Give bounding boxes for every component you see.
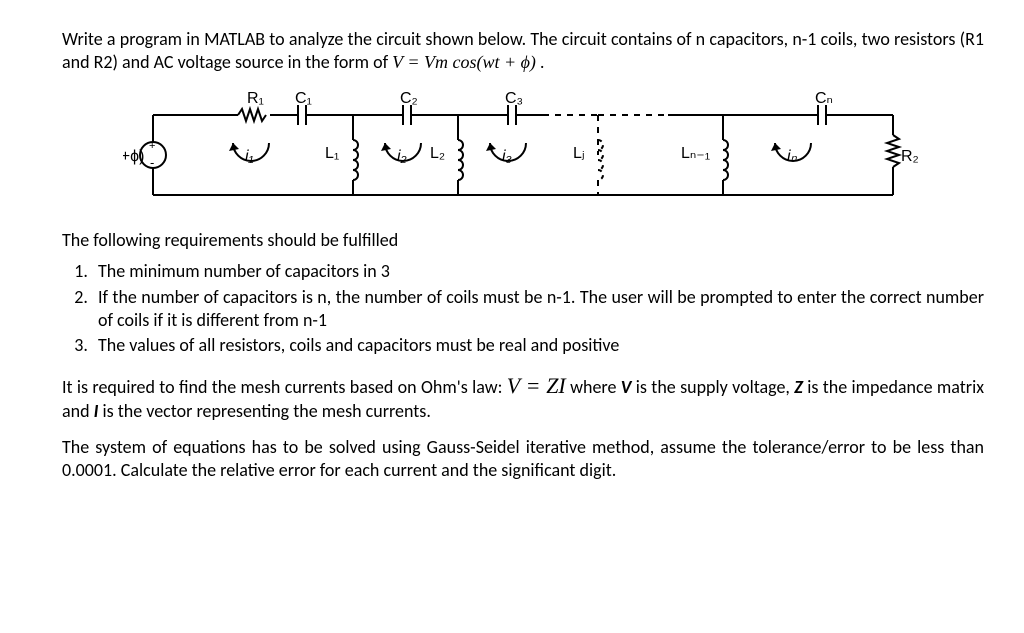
label-r1: R₁	[247, 90, 264, 107]
loop-in: iₙ	[787, 148, 798, 165]
svg-text:+: +	[149, 140, 155, 152]
label-l1: L₁	[325, 145, 339, 162]
loop-i3: i₃	[502, 148, 512, 165]
intro-paragraph: Write a program in MATLAB to analyze the…	[62, 28, 984, 75]
label-lj: Lⱼ	[573, 145, 585, 162]
z-name: Z	[794, 376, 803, 398]
ohms-paragraph: It is required to find the mesh currents…	[62, 372, 984, 424]
requirements-header: The following requirements should be ful…	[62, 229, 984, 252]
loop-i2: i₂	[397, 148, 407, 165]
circuit-diagram: + -	[123, 85, 923, 215]
i-name: I	[94, 400, 99, 422]
ohms-equation: V = ZI	[507, 373, 566, 398]
req-item: The minimum number of capacitors in 3	[92, 260, 984, 283]
ohms-prefix: It is required to find the mesh currents…	[62, 376, 507, 398]
label-c1: C₁	[295, 90, 312, 107]
req-item: The values of all resistors, coils and c…	[92, 334, 984, 357]
ohms-mid2: is the supply voltage,	[636, 376, 795, 398]
ohms-mid4: is the vector representing the mesh curr…	[103, 400, 431, 422]
v-name: V	[621, 376, 632, 398]
label-l2: L₂	[430, 145, 445, 162]
ohms-mid1: where	[570, 376, 621, 398]
label-r2: R₂	[901, 148, 919, 165]
req-item: If the number of capacitors is n, the nu…	[92, 286, 984, 333]
label-c3: C₃	[505, 90, 523, 107]
intro-formula: V = Vm cos(wt + ϕ) .	[392, 52, 545, 72]
label-ln1: Lₙ₋₁	[681, 145, 710, 162]
requirements-list: The minimum number of capacitors in 3 If…	[92, 260, 984, 358]
svg-text:-: -	[150, 155, 154, 170]
source-label: Vₘcos(ωt+ϕ)	[123, 148, 144, 165]
label-cn: Cₙ	[815, 90, 833, 107]
label-c2: C₂	[400, 90, 418, 107]
gauss-seidel-paragraph: The system of equations has to be solved…	[62, 436, 984, 483]
loop-i1: i₁	[245, 148, 254, 165]
